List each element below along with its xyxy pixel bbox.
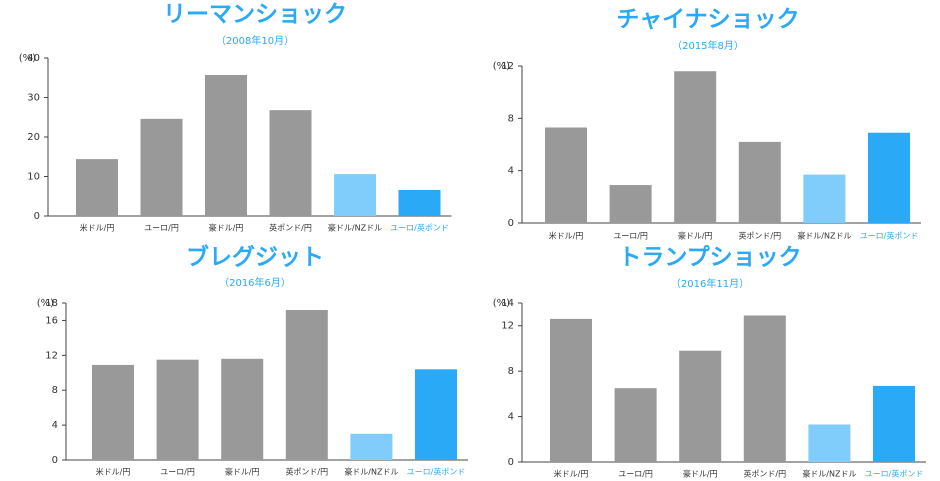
y-tick-label: 4 [508,412,514,423]
chart-subtitle: （2016年11月） [671,277,749,290]
bar [550,318,592,462]
y-tick-label: 0 [508,457,514,468]
y-tick-label: 8 [52,385,58,396]
x-tick-label: ユーロ/円 [613,232,648,241]
chart-title: トランプショック [618,245,801,271]
x-tick-label: ユーロ/英ポンド [865,469,924,479]
x-tick-label: 英ポンド/円 [738,231,781,241]
x-tick-label: 豪ドル/NZドル [328,223,382,233]
x-tick-label: 豪ドル/NZドル [344,467,398,477]
y-tick-label: 0 [508,218,514,229]
x-tick-label: 豪ドル/円 [678,231,713,241]
x-tick-label: ユーロ/英ポンド [860,231,919,241]
bar [679,350,722,462]
bar [205,74,247,216]
bar [415,369,457,460]
y-tick-label: 8 [508,366,514,377]
y-axis-label: (%) [493,298,510,309]
x-tick-label: 米ドル/円 [554,469,589,479]
bar [873,385,915,462]
y-tick-label: 8 [508,113,514,124]
y-axis-label: (%) [493,61,510,72]
bar [350,433,393,460]
x-tick-label: ユーロ/英ポンド [390,223,449,233]
y-tick-label: 4 [52,420,58,431]
bar [285,309,328,460]
x-tick-label: 米ドル/円 [549,231,584,241]
y-tick-label: 12 [501,61,514,72]
x-tick-label: 英ポンド/円 [285,467,328,477]
x-tick-label: 豪ドル/NZドル [802,469,856,479]
bar [868,132,910,223]
bar [738,141,781,223]
bar [334,174,376,216]
bar [803,174,846,223]
chart-title: チャイナショック [616,7,799,33]
y-tick-label: 30 [27,93,40,104]
y-tick-label: 4 [508,166,514,177]
bar [614,388,657,462]
bar [221,358,264,460]
x-tick-label: ユーロ/英ポンド [407,467,466,477]
x-tick-label: ユーロ/円 [160,468,195,477]
y-tick-label: 12 [45,350,58,361]
y-tick-label: 12 [501,321,514,332]
y-tick-label: 40 [27,53,40,64]
y-axis-label: (%) [37,298,54,309]
chart-title: リーマンショック [163,2,347,28]
y-tick-label: 20 [27,132,40,143]
y-tick-label: 10 [27,172,40,183]
x-tick-label: 英ポンド/円 [743,469,786,479]
bar [398,189,441,216]
chart-subtitle: （2015年8月） [672,39,744,52]
chart-title: ブレグジット [186,244,324,271]
bar [674,71,717,223]
y-tick-label: 0 [34,211,40,222]
y-tick-label: 16 [45,315,58,326]
bar [92,364,134,460]
x-tick-label: 豪ドル/NZドル [797,231,851,241]
bar [808,424,851,462]
x-tick-label: 豪ドル/円 [209,223,244,233]
x-tick-label: 豪ドル/円 [225,467,260,477]
y-tick-label: 0 [52,455,58,466]
chart-subtitle: （2008年10月） [216,34,294,47]
bar [609,185,652,223]
bar [743,315,786,462]
x-tick-label: 米ドル/円 [80,223,115,233]
x-tick-label: 米ドル/円 [96,467,131,477]
bar [156,359,199,460]
chart-subtitle: （2016年6月） [219,276,291,289]
y-axis-label: (%) [19,53,36,64]
bar [76,159,118,216]
x-tick-label: 英ポンド/円 [269,223,312,233]
x-tick-label: ユーロ/円 [144,224,179,233]
bar [269,110,312,216]
bar [545,127,587,223]
x-tick-label: 豪ドル/円 [683,469,718,479]
x-tick-label: ユーロ/円 [618,470,653,479]
y-tick-label: 18 [45,298,58,309]
y-tick-label: 14 [501,298,514,309]
bar [140,118,183,216]
